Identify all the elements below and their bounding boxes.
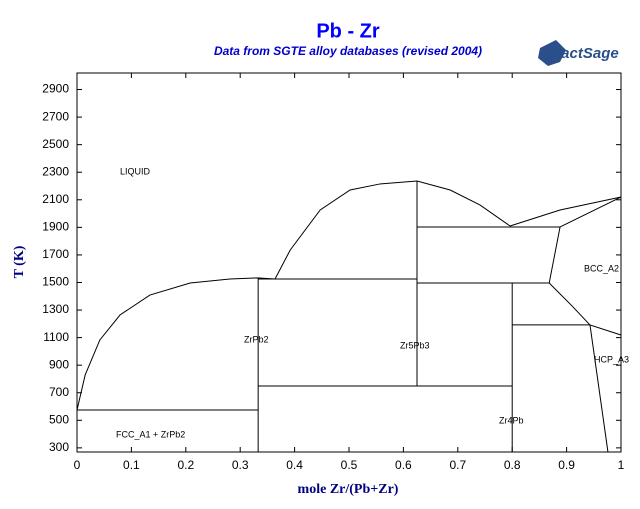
phase-label: BCC_A2 bbox=[584, 263, 619, 273]
x-tick-label: 0.1 bbox=[123, 458, 140, 472]
chart-title: Pb - Zr bbox=[316, 20, 380, 42]
phase-boundary bbox=[548, 282, 622, 336]
y-tick-label: 2300 bbox=[42, 164, 69, 178]
plot-frame bbox=[76, 72, 622, 453]
y-tick-label: 2100 bbox=[42, 192, 69, 206]
phase-label: FCC_A1 + ZrPb2 bbox=[116, 429, 185, 439]
y-tick-label: 1900 bbox=[42, 220, 69, 234]
phase-boundary bbox=[76, 277, 276, 411]
y-tick-label: 1500 bbox=[42, 275, 69, 289]
y-tick-label: 2900 bbox=[42, 82, 69, 96]
phase-boundary bbox=[589, 324, 609, 453]
x-tick-label: 0.7 bbox=[449, 458, 466, 472]
logo-icon bbox=[538, 40, 566, 66]
x-tick-label: 0.8 bbox=[504, 458, 521, 472]
phase-label: ZrPb2 bbox=[244, 334, 269, 344]
phase-boundary bbox=[509, 196, 622, 227]
y-axis-label: T (K) bbox=[12, 245, 27, 278]
phase-label: Zr4Pb bbox=[499, 415, 524, 425]
y-tick-label: 500 bbox=[49, 412, 69, 426]
y-tick-label: 1300 bbox=[42, 302, 69, 316]
x-tick-label: 0.3 bbox=[232, 458, 249, 472]
logo-text: FactSage bbox=[552, 45, 619, 62]
y-tick-label: 1700 bbox=[42, 247, 69, 261]
x-tick-label: 1 bbox=[618, 458, 625, 472]
x-axis-label: mole Zr/(Pb+Zr) bbox=[298, 482, 399, 497]
x-tick-label: 0.9 bbox=[558, 458, 575, 472]
y-tick-label: 1100 bbox=[43, 330, 69, 344]
x-tick-label: 0.4 bbox=[286, 458, 303, 472]
y-tick-label: 2700 bbox=[42, 109, 69, 123]
y-tick-label: 2500 bbox=[42, 137, 69, 151]
logo: FactSage bbox=[538, 40, 619, 66]
phase-label: HCP_A3 bbox=[594, 354, 629, 364]
x-tick-label: 0 bbox=[74, 458, 81, 472]
x-tick-label: 0.6 bbox=[395, 458, 412, 472]
phase-boundary bbox=[559, 196, 622, 228]
x-tick-label: 0.5 bbox=[341, 458, 358, 472]
x-tick-label: 0.2 bbox=[177, 458, 194, 472]
y-tick-label: 300 bbox=[49, 440, 69, 454]
phase-boundary bbox=[274, 180, 511, 280]
phase-label: LIQUID bbox=[120, 166, 151, 176]
phase-boundary bbox=[548, 226, 561, 284]
phase-label: Zr5Pb3 bbox=[400, 340, 430, 350]
chart-subtitle: Data from SGTE alloy databases (revised … bbox=[214, 44, 482, 58]
y-tick-label: 900 bbox=[49, 357, 69, 371]
y-tick-label: 700 bbox=[49, 385, 69, 399]
